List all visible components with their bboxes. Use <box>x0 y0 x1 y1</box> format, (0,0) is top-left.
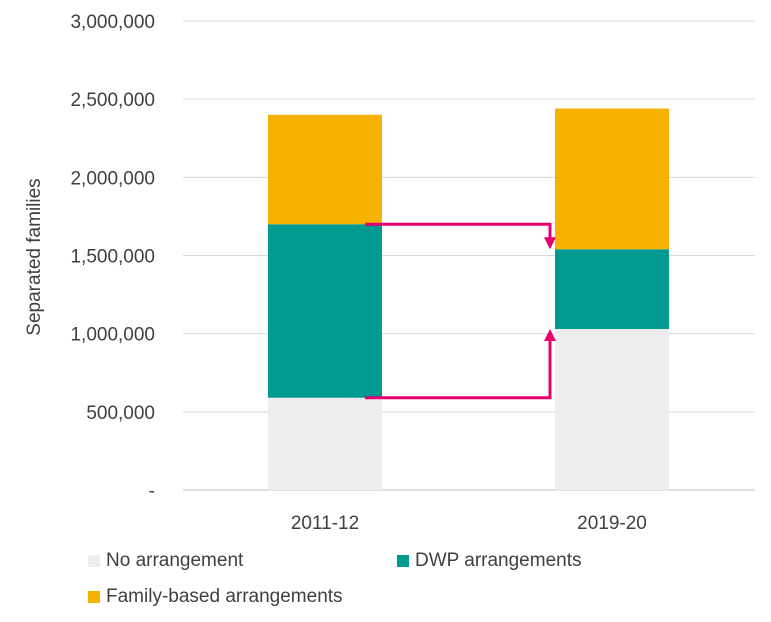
y-tick-label: 1,000,000 <box>70 325 155 346</box>
legend-item-no-arrangement: No arrangement <box>88 550 243 572</box>
legend-item-family-based-arrangements: Family-based arrangements <box>88 586 343 608</box>
y-tick-label: 2,000,000 <box>70 168 155 189</box>
x-axis-tick-labels: 2011-12 2019-20 <box>291 513 647 534</box>
bar-segment-no-arrangement-2019-20 <box>555 328 669 490</box>
x-tick-label: 2011-12 <box>291 513 359 534</box>
legend-label-family-based-arrangements: Family-based arrangements <box>106 586 343 607</box>
legend-label-dwp-arrangements: DWP arrangements <box>415 550 582 571</box>
legend-label-no-arrangement: No arrangement <box>106 550 244 571</box>
y-axis-label: Separated families <box>24 178 45 335</box>
y-tick-label: 2,500,000 <box>70 90 155 111</box>
y-axis-tick-labels: - 500,000 1,000,000 1,500,000 2,000,000 2,500… <box>70 12 155 502</box>
legend-swatch-family-based-arrangements <box>88 591 100 603</box>
arrow-dwp-decrease-head <box>544 237 556 250</box>
y-tick-label: 1,500,000 <box>70 247 155 268</box>
bar-segment-family-based-arrangements-2019-20 <box>555 108 669 250</box>
bars <box>268 108 669 490</box>
y-tick-label: 500,000 <box>86 403 155 424</box>
bar-segment-dwp-arrangements-2019-20 <box>555 249 669 329</box>
arrow-no-arrangement-increase-line <box>365 338 552 400</box>
bar-segment-family-based-arrangements-2011-12 <box>268 114 382 225</box>
x-tick-label: 2019-20 <box>577 513 647 534</box>
arrow-no-arrangement-increase-head <box>544 328 556 341</box>
y-tick-label: - <box>149 481 155 502</box>
legend-swatch-no-arrangement <box>88 555 100 567</box>
bar-segment-dwp-arrangements-2011-12 <box>268 224 382 398</box>
arrow-dwp-decrease-line <box>365 222 552 240</box>
bar-segment-no-arrangement-2011-12 <box>268 397 382 490</box>
legend-swatch-dwp-arrangements <box>397 555 409 567</box>
legend-item-dwp-arrangements: DWP arrangements <box>397 550 582 572</box>
y-tick-label: 3,000,000 <box>70 12 155 33</box>
change-arrows <box>365 222 556 400</box>
